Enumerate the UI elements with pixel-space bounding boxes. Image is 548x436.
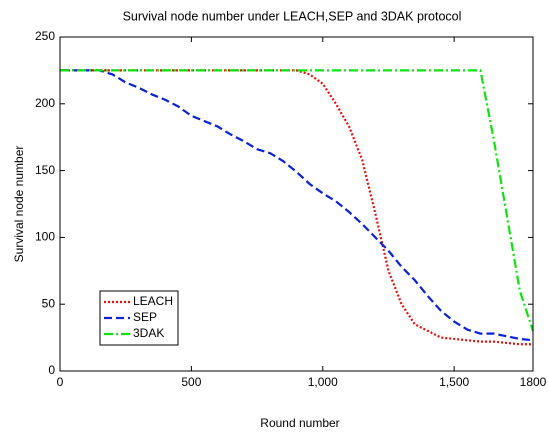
x-tick-label: 1800 <box>520 375 547 389</box>
legend-label: 3DAK <box>133 326 164 340</box>
chart-title: Survival node number under LEACH,SEP and… <box>123 9 462 23</box>
y-tick-label: 200 <box>35 96 55 110</box>
y-tick-label: 0 <box>48 363 55 377</box>
x-tick-label: 1,000 <box>308 375 338 389</box>
x-tick-label: 1,500 <box>439 375 469 389</box>
legend-label: SEP <box>133 310 157 324</box>
y-tick-label: 50 <box>42 296 56 310</box>
legend-label: LEACH <box>133 294 173 308</box>
y-tick-label: 100 <box>35 230 55 244</box>
series-line <box>60 69 533 346</box>
x-tick-label: 0 <box>57 375 64 389</box>
y-axis-label: Survival node number <box>12 146 26 263</box>
y-tick-label: 150 <box>35 163 55 177</box>
x-tick-label: 500 <box>181 375 201 389</box>
y-tick-label: 250 <box>35 29 55 43</box>
plot-frame <box>59 36 534 372</box>
series-line <box>60 69 535 332</box>
x-axis-label: Round number <box>260 416 339 430</box>
legend-box <box>99 290 179 346</box>
series-line <box>60 69 534 342</box>
